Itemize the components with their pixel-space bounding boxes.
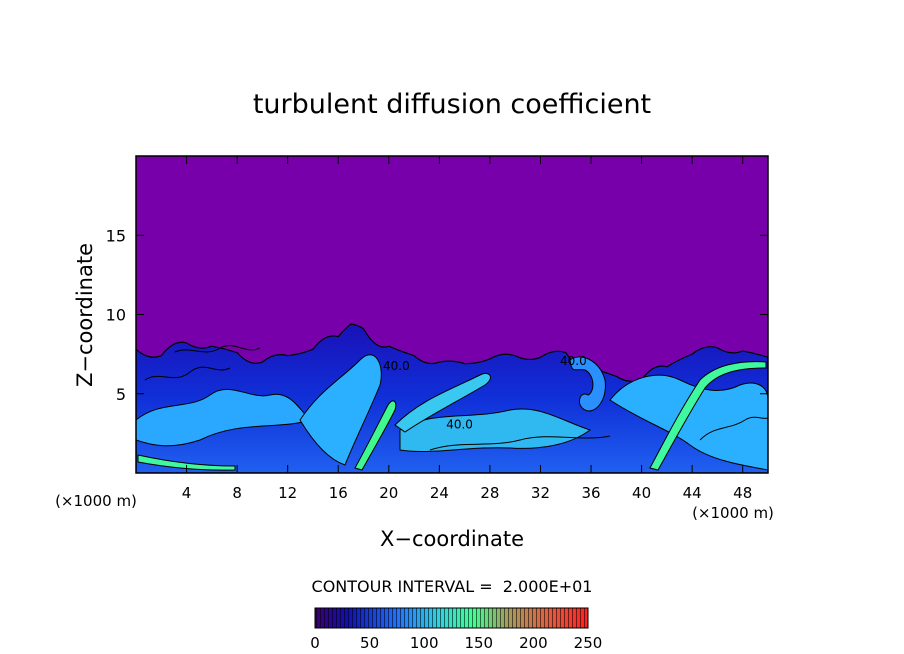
ripple-left-1	[144, 366, 231, 381]
x-tick-label: 12	[278, 484, 297, 502]
contour-labels: 40.0 40.0 40.0	[383, 354, 587, 431]
ripple-center	[429, 435, 611, 451]
colorbar: 0 50 100 150 200 250	[310, 607, 602, 652]
ripple-left-2	[174, 345, 261, 353]
colorbar-ticks: 0 50 100 150 200 250	[310, 634, 602, 652]
field-layer: 40.0 40.0 40.0	[136, 323, 768, 473]
filament-green-20	[354, 400, 397, 471]
x-tick-label: 36	[581, 484, 600, 502]
x-tick-label: 24	[430, 484, 449, 502]
turbulent-structures	[136, 345, 768, 471]
colorbar-frame	[314, 607, 589, 629]
y-axis-label: Z−coordinate	[73, 243, 97, 387]
colorbar-tick-label: 200	[519, 634, 548, 652]
filament-green-left	[137, 454, 236, 471]
x-tick-label: 32	[531, 484, 550, 502]
x-tick-label: 28	[480, 484, 499, 502]
eddy-cyan-left	[136, 388, 311, 447]
x-unit-left: (×1000 m)	[55, 492, 137, 510]
x-tick-label: 16	[329, 484, 348, 502]
contour-interval-label: CONTOUR INTERVAL = 2.000E+01	[312, 577, 593, 596]
ripple-right	[699, 416, 768, 441]
colorbar-tick-label: 100	[410, 634, 439, 652]
colorbar-tick-label: 0	[310, 634, 320, 652]
chart-title: turbulent diffusion coefficient	[253, 89, 651, 120]
filament-green-44	[649, 361, 767, 471]
contour-value-label: 40.0	[560, 354, 587, 368]
eddy-cyan-center	[399, 408, 592, 452]
contour-value-label: 40.0	[383, 359, 410, 373]
x-tick-label: 4	[182, 484, 192, 502]
y-tick-label: 15	[106, 226, 126, 245]
x-tick-label: 8	[232, 484, 242, 502]
colorbar-tick-label: 50	[360, 634, 379, 652]
y-tick-label: 10	[106, 306, 126, 325]
y-tick-label: 5	[116, 385, 126, 404]
x-axis-label: X−coordinate	[380, 527, 524, 551]
x-tick-label: 48	[733, 484, 752, 502]
eddy-cyan-right	[609, 374, 768, 471]
colorbar-tick-label: 150	[464, 634, 493, 652]
colorbar-bands	[315, 608, 588, 628]
filament-cyan-diagonal	[394, 372, 491, 433]
swirl-36	[569, 356, 606, 412]
x-tick-label: 40	[632, 484, 651, 502]
colorbar-tick-label: 250	[574, 634, 603, 652]
x-tick-label: 20	[379, 484, 398, 502]
contour-value-label: 40.0	[446, 418, 473, 432]
x-tick-label: 44	[683, 484, 702, 502]
x-unit-right: (×1000 m)	[692, 504, 774, 522]
eddy-cyan-mid	[299, 354, 382, 466]
